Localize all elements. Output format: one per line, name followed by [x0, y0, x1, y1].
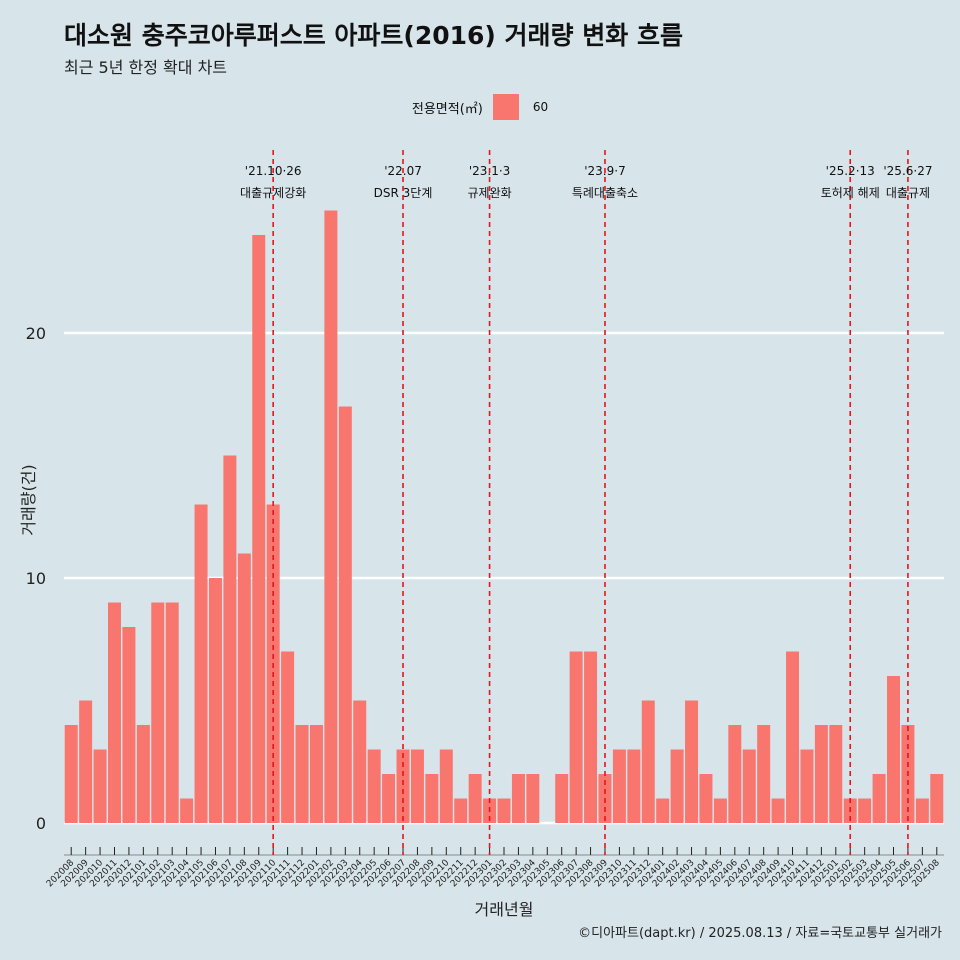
event-label: 대출규제강화 — [240, 186, 306, 200]
bar — [454, 798, 468, 823]
bar — [324, 210, 338, 823]
bar — [814, 725, 828, 823]
x-axis-title: 거래년월 — [475, 900, 534, 919]
bar — [396, 749, 410, 823]
event-date: '23.9·7 — [584, 164, 625, 178]
bar — [122, 627, 136, 823]
chart-title: 대소원 충주코아루퍼스트 아파트(2016) 거래량 변화 흐름 — [64, 21, 683, 50]
bar — [786, 651, 800, 823]
bar — [728, 725, 742, 823]
bar — [569, 651, 583, 823]
bar — [281, 651, 295, 823]
bar — [511, 774, 525, 823]
legend: 전용면적(㎡) 60 — [0, 94, 960, 120]
bar — [353, 700, 367, 823]
bar — [165, 602, 179, 823]
bar — [742, 749, 756, 823]
bar — [439, 749, 453, 823]
bar — [108, 602, 121, 823]
bar — [180, 798, 194, 823]
bar — [425, 774, 439, 823]
event-date: '23.1·3 — [469, 164, 510, 178]
legend-swatch — [492, 94, 519, 120]
legend-label: 60 — [532, 100, 549, 114]
bar — [887, 676, 900, 823]
bar — [410, 749, 424, 823]
bar — [800, 749, 814, 823]
event-date: '21.10·26 — [245, 164, 302, 178]
bar — [612, 749, 626, 823]
bar — [382, 774, 396, 823]
bar — [829, 725, 843, 823]
bar — [930, 774, 944, 823]
bar — [699, 774, 713, 823]
event-label: DSR 3단계 — [374, 186, 433, 200]
bar — [713, 798, 727, 823]
chart-subtitle: 최근 5년 한정 확대 차트 — [64, 58, 228, 77]
event-label: 특례대출축소 — [572, 186, 638, 200]
bar — [526, 774, 540, 823]
source-caption: ©디아파트(dapt.kr) / 2025.08.13 / 자료=국토교통부 실… — [578, 926, 942, 941]
bar — [584, 651, 598, 823]
bar — [757, 725, 771, 823]
event-label: 대출규제 — [886, 186, 930, 200]
legend-title: 전용면적(㎡) — [411, 101, 483, 117]
y-axis-title: 거래량(건) — [19, 464, 38, 535]
event-date: '22.07 — [384, 164, 422, 178]
y-tick-label: 10 — [26, 569, 46, 588]
bar — [136, 725, 150, 823]
event-date: '25.6·27 — [883, 164, 932, 178]
bar — [237, 553, 251, 823]
bar — [915, 798, 929, 823]
bar — [252, 235, 266, 823]
bar — [151, 602, 165, 823]
bar — [338, 406, 352, 823]
bar — [627, 749, 641, 823]
bar — [64, 725, 78, 823]
bar — [79, 700, 93, 823]
bar — [295, 725, 309, 823]
bar — [685, 700, 699, 823]
bar — [858, 798, 872, 823]
bar — [497, 798, 511, 823]
bar — [641, 700, 655, 823]
y-tick-label: 0 — [36, 814, 46, 833]
bar — [309, 725, 323, 823]
bar — [656, 798, 670, 823]
event-label: 토허제 해제 — [821, 186, 880, 200]
y-tick-label: 20 — [26, 324, 46, 343]
bar — [670, 749, 684, 823]
bar — [367, 749, 381, 823]
event-label: 규제완화 — [467, 186, 511, 200]
bar — [223, 455, 237, 823]
bar — [555, 774, 569, 823]
event-date: '25.2·13 — [826, 164, 875, 178]
bar — [194, 504, 208, 823]
bar — [468, 774, 482, 823]
bar — [208, 578, 222, 823]
bar — [771, 798, 785, 823]
bar — [93, 749, 107, 823]
bar — [872, 774, 886, 823]
